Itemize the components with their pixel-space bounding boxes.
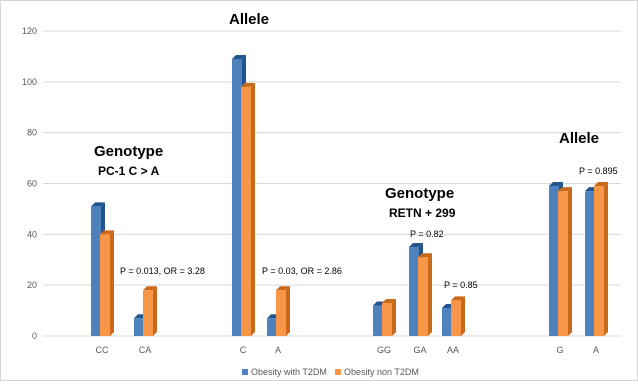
category-label: CA xyxy=(139,345,152,355)
bar-top xyxy=(100,230,114,235)
bar-front xyxy=(276,290,286,336)
genotype2-title: Genotype xyxy=(385,185,454,202)
bar-top xyxy=(143,286,157,291)
category-label: A xyxy=(593,345,599,355)
legend-label-t2dm: Obesity with T2DM xyxy=(251,367,327,377)
bar-side xyxy=(568,187,572,336)
genotype1-title: Genotype xyxy=(94,143,163,160)
bar-front xyxy=(451,300,461,336)
legend: Obesity with T2DM Obesity non T2DM xyxy=(242,367,419,377)
bar-GG-non-t2dm xyxy=(382,298,396,336)
category-label: G xyxy=(556,345,563,355)
bar-G-non-t2dm xyxy=(558,187,572,336)
bar-front xyxy=(585,191,595,336)
category-label: CC xyxy=(96,345,109,355)
p-value-ca: P = 0.013, OR = 3.28 xyxy=(120,266,205,276)
bars xyxy=(91,54,608,337)
legend-label-non-t2dm: Obesity non T2DM xyxy=(344,367,419,377)
category-label: GA xyxy=(413,345,426,355)
bar-side xyxy=(286,286,290,336)
bar-front xyxy=(594,186,604,336)
bar-side xyxy=(604,182,608,336)
p-value-allele2: P = 0.895 xyxy=(579,166,618,176)
y-tick-label: 80 xyxy=(27,128,37,138)
genotype2-subtitle: RETN + 299 xyxy=(389,206,456,220)
bar-A-non-t2dm xyxy=(594,182,608,336)
bar-front xyxy=(558,191,568,336)
bar-top xyxy=(418,253,432,258)
bar-C-non-t2dm xyxy=(241,82,255,337)
bar-top xyxy=(549,182,563,187)
bar-front xyxy=(382,302,392,336)
category-label: C xyxy=(240,345,247,355)
y-tick-label: 120 xyxy=(22,26,37,36)
bar-A-non-t2dm xyxy=(276,286,290,336)
category-label: AA xyxy=(447,345,459,355)
legend-swatch-t2dm xyxy=(242,369,248,375)
bar-front xyxy=(134,318,144,336)
bar-side xyxy=(153,286,157,336)
bar-top xyxy=(594,182,608,187)
bar-top xyxy=(91,202,105,207)
bar-side xyxy=(110,230,114,336)
bar-front xyxy=(373,305,383,336)
p-value-aa: P = 0.85 xyxy=(444,280,478,290)
allele2-title: Allele xyxy=(559,130,599,147)
bar-side xyxy=(251,82,255,337)
y-axis-ticks: 0 20 40 60 80 100 120 xyxy=(22,26,37,341)
bar-front xyxy=(418,257,428,336)
bar-top xyxy=(241,82,255,87)
p-value-ga: P = 0.82 xyxy=(410,229,444,239)
legend-swatch-non-t2dm xyxy=(335,369,341,375)
bar-AA-non-t2dm xyxy=(451,296,465,336)
bar-GA-non-t2dm xyxy=(418,253,432,336)
bar-top xyxy=(276,286,290,291)
bar-CA-non-t2dm xyxy=(143,286,157,336)
bar-front xyxy=(549,186,559,336)
y-tick-label: 60 xyxy=(27,179,37,189)
bar-side xyxy=(461,296,465,336)
genotype1-subtitle: PC-1 C > A xyxy=(98,164,160,178)
category-label: GG xyxy=(377,345,391,355)
y-tick-label: 40 xyxy=(27,229,37,239)
bar-front xyxy=(100,234,110,336)
bar-top xyxy=(558,187,572,192)
allele1-title: Allele xyxy=(229,11,269,28)
bar-front xyxy=(267,318,277,336)
bar-front xyxy=(91,206,101,336)
bar-side xyxy=(392,298,396,336)
category-label: A xyxy=(275,345,281,355)
category-labels: CC CA C A GG GA AA G A xyxy=(96,345,600,355)
bar-top xyxy=(451,296,465,301)
bar-front xyxy=(232,58,242,336)
bar-front xyxy=(241,86,251,337)
bar-top xyxy=(382,298,396,303)
y-tick-label: 100 xyxy=(22,77,37,87)
bar-side xyxy=(428,253,432,336)
bar-front xyxy=(143,290,153,336)
bar-front xyxy=(409,247,419,336)
y-tick-label: 20 xyxy=(27,280,37,290)
bar-top xyxy=(409,243,423,248)
y-tick-label: 0 xyxy=(32,331,37,341)
bar-CC-non-t2dm xyxy=(100,230,114,336)
bar-front xyxy=(442,308,452,336)
bar-top xyxy=(232,54,246,59)
gridlines xyxy=(43,30,621,337)
p-value-a: P = 0.03, OR = 2.86 xyxy=(262,266,342,276)
